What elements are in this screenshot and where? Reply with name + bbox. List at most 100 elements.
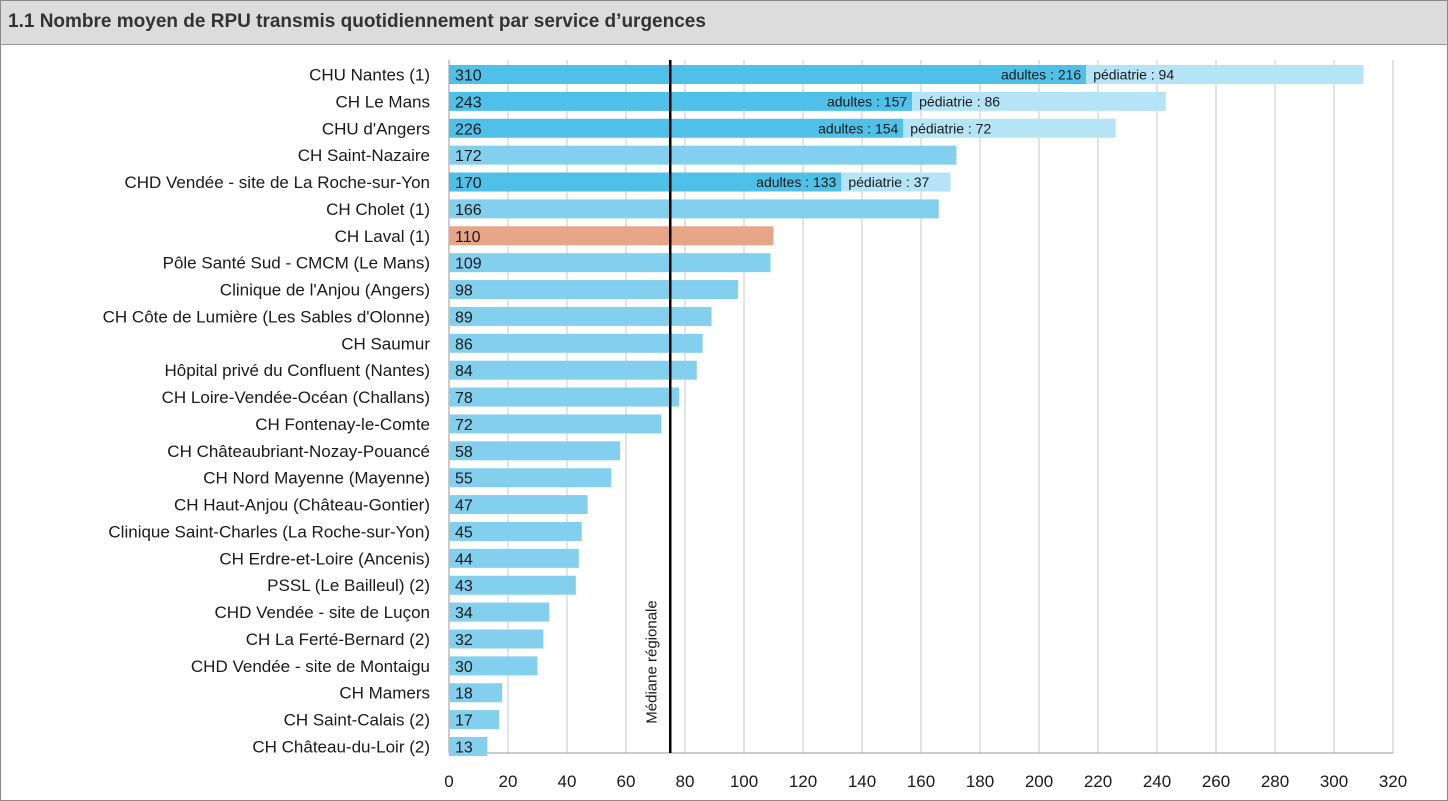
category-label: CH Côte de Lumière (Les Sables d'Olonne): [103, 307, 430, 326]
bar: [449, 737, 488, 756]
category-label: CH Châteaubriant-Nozay-Pouancé: [167, 442, 430, 461]
bar: [449, 280, 739, 300]
x-tick-label: 120: [789, 772, 817, 791]
category-label: CH Cholet (1): [326, 200, 430, 219]
x-tick-label: 160: [907, 772, 935, 791]
pediatrie-label: pédiatrie : 72: [910, 120, 991, 136]
x-tick-label: 220: [1084, 772, 1112, 791]
bar: [449, 468, 612, 488]
value-label: 32: [455, 632, 473, 649]
bar: [449, 333, 703, 353]
bar-pediatrie: [1086, 65, 1364, 84]
value-label: 84: [455, 363, 473, 380]
value-label: 47: [455, 498, 473, 515]
pediatrie-label: pédiatrie : 94: [1093, 67, 1174, 83]
bar: [449, 548, 579, 568]
category-label: CHD Vendée - site de Montaigu: [191, 657, 430, 676]
category-label: CHD Vendée - site de La Roche-sur-Yon: [124, 173, 430, 192]
x-tick-label: 200: [1025, 772, 1053, 791]
value-label: 170: [455, 175, 482, 192]
category-label: Clinique de l'Anjou (Angers): [220, 281, 430, 300]
category-label: CH Le Mans: [336, 92, 430, 111]
category-label: CH Château-du-Loir (2): [252, 738, 430, 757]
chart-title: 1.1 Nombre moyen de RPU transmis quotidi…: [8, 11, 706, 32]
value-label: 45: [455, 524, 473, 541]
bar-adultes: [449, 91, 913, 111]
value-label: 58: [455, 444, 473, 461]
category-label: CH La Ferté-Bernard (2): [246, 630, 430, 649]
bar: [449, 602, 550, 622]
adultes-label: adultes : 154: [818, 120, 898, 136]
bar: [449, 414, 662, 434]
bar-adultes: [449, 172, 842, 192]
value-label: 30: [455, 659, 473, 676]
value-label: 18: [455, 686, 473, 703]
adultes-label: adultes : 157: [827, 93, 907, 109]
category-label: CH Erdre-et-Loire (Ancenis): [219, 549, 430, 568]
value-label: 89: [455, 309, 473, 326]
bar: [449, 495, 588, 515]
pediatrie-label: pédiatrie : 86: [919, 93, 1000, 109]
value-label: 78: [455, 390, 473, 407]
x-tick-label: 320: [1379, 772, 1407, 791]
bar: [449, 145, 957, 165]
x-tick-label: 180: [966, 772, 994, 791]
value-label: 86: [455, 336, 473, 353]
bar-pediatrie: [903, 118, 1116, 138]
bar: [449, 306, 712, 326]
value-label: 34: [455, 605, 473, 622]
x-tick-label: 20: [499, 772, 518, 791]
category-label: Hôpital privé du Confluent (Nantes): [164, 361, 430, 380]
category-label: CH Saint-Calais (2): [284, 711, 430, 730]
bar: [449, 710, 500, 730]
value-label: 166: [455, 202, 482, 219]
bar: [449, 360, 697, 380]
value-label: 17: [455, 713, 473, 730]
bar: [449, 575, 576, 595]
value-label: 172: [455, 148, 482, 165]
value-label: 243: [455, 94, 482, 111]
category-label: Clinique Saint-Charles (La Roche-sur-Yon…: [108, 522, 430, 541]
value-label: 13: [455, 740, 473, 757]
x-tick-label: 60: [617, 772, 636, 791]
category-label: CH Loire-Vendée-Océan (Challans): [162, 388, 430, 407]
x-tick-label: 300: [1320, 772, 1348, 791]
bar: [449, 199, 939, 219]
category-label: CH Saumur: [341, 334, 430, 353]
category-label: CH Laval (1): [335, 227, 430, 246]
bar: [449, 629, 544, 649]
category-label: Pôle Santé Sud - CMCM (Le Mans): [163, 254, 430, 273]
x-tick-label: 0: [444, 772, 453, 791]
value-label: 55: [455, 471, 473, 488]
category-label: PSSL (Le Bailleul) (2): [267, 576, 430, 595]
bar: [449, 683, 503, 703]
x-tick-label: 260: [1202, 772, 1230, 791]
category-label: CH Nord Mayenne (Mayenne): [203, 469, 430, 488]
value-label: 43: [455, 578, 473, 595]
value-label: 72: [455, 417, 473, 434]
bar-adultes: [449, 118, 904, 138]
bar: [449, 521, 582, 541]
category-label: CH Saint-Nazaire: [298, 146, 430, 165]
bar: [449, 226, 774, 246]
bar-pediatrie: [912, 91, 1166, 111]
value-label: 310: [455, 68, 482, 85]
category-label: CH Mamers: [339, 684, 430, 703]
bar-adultes: [449, 65, 1087, 84]
category-label: CH Fontenay-le-Comte: [255, 415, 430, 434]
x-tick-label: 100: [730, 772, 758, 791]
value-label: 98: [455, 283, 473, 300]
median-label: Médiane régionale: [643, 600, 660, 723]
value-label: 110: [455, 229, 481, 246]
category-label: CHU d'Angers: [322, 119, 430, 138]
x-tick-label: 140: [848, 772, 876, 791]
bar-pediatrie: [841, 172, 951, 192]
bar: [449, 253, 771, 273]
bar: [449, 387, 680, 407]
bar: [449, 441, 621, 461]
adultes-label: adultes : 216: [1001, 67, 1081, 83]
title-bar: 1.1 Nombre moyen de RPU transmis quotidi…: [1, 1, 1447, 45]
x-tick-label: 40: [558, 772, 577, 791]
x-tick-label: 80: [676, 772, 695, 791]
